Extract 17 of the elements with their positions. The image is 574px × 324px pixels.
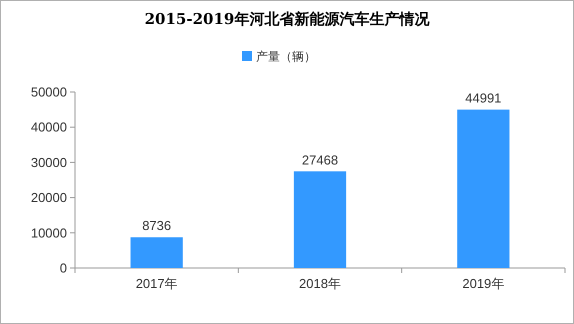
data-label: 44991 bbox=[465, 90, 502, 106]
y-tick-label: 0 bbox=[60, 260, 67, 276]
chart-title: 2015-2019年河北省新能源汽车生产情况 bbox=[144, 10, 430, 28]
y-tick-label: 10000 bbox=[30, 225, 67, 240]
data-label: 27468 bbox=[302, 152, 338, 168]
y-tick-label: 50000 bbox=[30, 84, 67, 100]
y-tick-label: 40000 bbox=[30, 120, 67, 135]
y-tick-label: 30000 bbox=[30, 154, 67, 170]
bar bbox=[457, 110, 510, 268]
data-label: 8736 bbox=[142, 218, 172, 234]
x-tick-label: 2018年 bbox=[299, 276, 341, 291]
legend-label: 产量（辆） bbox=[256, 50, 316, 64]
bar bbox=[294, 171, 346, 268]
bar bbox=[130, 237, 183, 268]
x-tick-label: 2019年 bbox=[462, 276, 504, 291]
x-tick-label: 2017年 bbox=[136, 276, 178, 291]
y-tick-label: 20000 bbox=[30, 190, 67, 206]
